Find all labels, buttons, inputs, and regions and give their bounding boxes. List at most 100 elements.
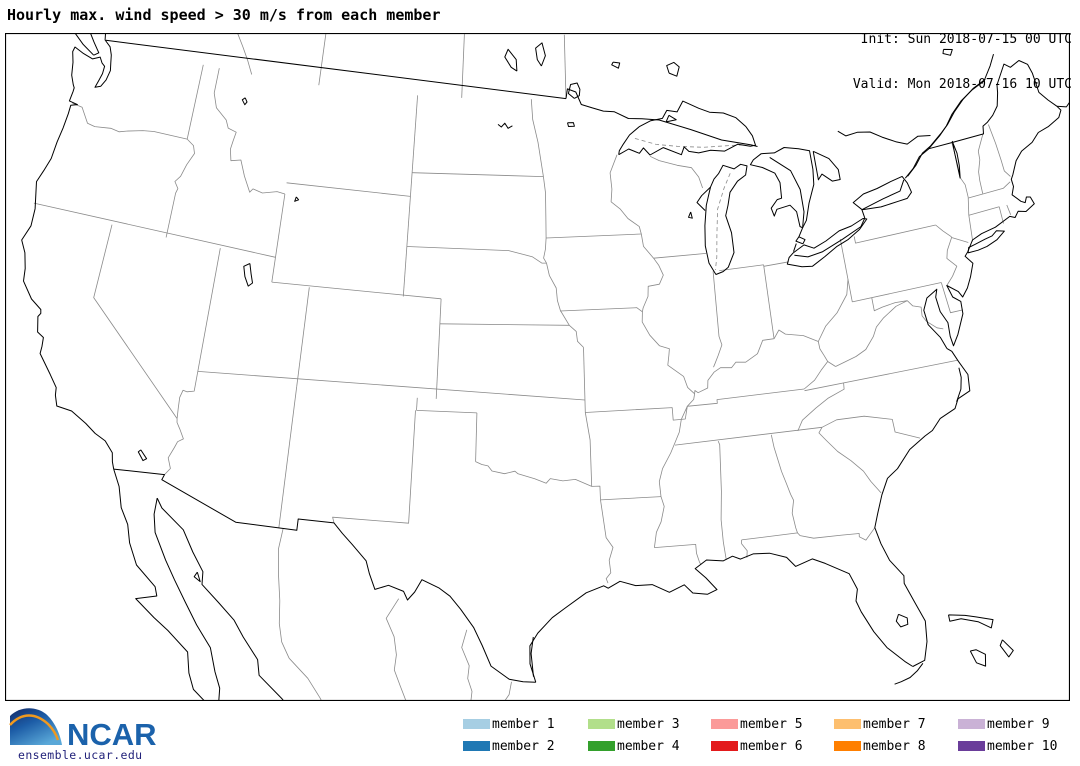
- state-boundary-line: [988, 124, 1011, 177]
- state-boundary-line: [827, 361, 836, 367]
- legend-label: member 7: [863, 716, 926, 732]
- coastline: [948, 614, 994, 629]
- state-boundary-line: [33, 202, 276, 258]
- ncar-swoosh: [10, 708, 62, 745]
- state-boundary-line: [839, 239, 853, 302]
- legend-label: member 10: [987, 738, 1058, 754]
- state-boundary-line: [237, 33, 253, 75]
- lake-boundary-dashed: [715, 173, 731, 271]
- source-url: ensemble.ucar.edu: [18, 748, 143, 762]
- state-boundary-line: [770, 434, 798, 534]
- state-boundary-line: [654, 393, 695, 548]
- coastline: [105, 39, 567, 100]
- state-boundary-line: [940, 282, 963, 314]
- legend-label: member 9: [987, 716, 1050, 732]
- coastline: [243, 263, 253, 287]
- coastline: [665, 114, 677, 123]
- coastline: [294, 196, 300, 202]
- state-boundary-line: [278, 528, 290, 659]
- coastline: [497, 122, 513, 129]
- legend-item: member 6: [711, 739, 803, 754]
- coastline: [567, 82, 581, 99]
- coastline: [852, 175, 912, 211]
- legend-swatch: [463, 719, 490, 729]
- coastline: [241, 97, 248, 106]
- coastline: [113, 468, 221, 701]
- coastline: [21, 33, 115, 470]
- state-boundary-line: [797, 382, 845, 432]
- state-boundary-line: [530, 99, 544, 177]
- state-boundary-line: [296, 287, 310, 387]
- state-boundary-line: [546, 233, 642, 239]
- map-frame: [5, 33, 1070, 701]
- legend-label: member 5: [740, 716, 803, 732]
- state-boundary-line: [332, 410, 416, 524]
- state-boundary-line: [717, 440, 727, 560]
- state-boundary-line: [435, 298, 442, 399]
- legend-label: member 8: [863, 738, 926, 754]
- state-boundary-line: [385, 598, 407, 701]
- state-boundary-line: [475, 461, 592, 487]
- coastline: [861, 209, 866, 219]
- coastline: [967, 230, 1005, 254]
- legend-item: member 7: [834, 716, 926, 732]
- coastline: [535, 42, 546, 67]
- legend-label: member 4: [617, 738, 680, 754]
- state-boundary-line: [93, 224, 178, 419]
- state-boundary-line: [197, 371, 585, 401]
- coastline: [786, 218, 868, 268]
- state-boundary-line: [543, 237, 547, 264]
- state-boundary-line: [835, 300, 908, 367]
- state-boundary-line: [583, 347, 586, 413]
- coastline: [942, 48, 953, 56]
- legend-item: member 8: [834, 738, 926, 754]
- legend-item: member 5: [711, 716, 803, 732]
- coastline: [565, 88, 660, 121]
- state-boundary-line: [609, 154, 695, 395]
- coastline: [923, 105, 1062, 349]
- coastline: [618, 100, 756, 156]
- state-boundary-line: [416, 410, 477, 414]
- coastline: [812, 150, 841, 182]
- coastline: [861, 179, 905, 211]
- state-boundary-line: [559, 307, 643, 313]
- ncar-swoosh-arc: [9, 714, 60, 741]
- state-boundary-line: [967, 197, 970, 216]
- state-boundary-line: [461, 34, 465, 98]
- state-boundary-line: [584, 412, 601, 500]
- coastline: [951, 140, 961, 179]
- state-boundary-line: [763, 261, 789, 267]
- state-boundary-line: [439, 323, 570, 326]
- state-boundary-line: [416, 397, 418, 411]
- state-boundary-line: [688, 388, 805, 407]
- coastline: [696, 186, 711, 211]
- state-boundary-line: [1006, 204, 1012, 215]
- state-boundary-line: [186, 64, 204, 140]
- coastline: [874, 348, 971, 667]
- state-boundary-line: [741, 539, 748, 558]
- coastline: [658, 119, 758, 147]
- legend-swatch: [958, 719, 985, 729]
- state-boundary-line: [271, 281, 442, 300]
- state-boundary-line: [951, 237, 969, 243]
- state-boundary-line: [804, 359, 959, 392]
- coastline: [969, 649, 987, 667]
- legend-swatch: [711, 719, 738, 729]
- state-boundary-line: [585, 405, 689, 421]
- state-boundary-line: [286, 182, 411, 197]
- coastline: [928, 60, 1058, 150]
- legend-swatch: [463, 741, 490, 751]
- state-boundary-line: [654, 544, 702, 565]
- state-boundary-line: [649, 155, 703, 189]
- state-boundary-line: [164, 418, 184, 475]
- state-boundary-line: [176, 371, 199, 419]
- state-boundary-line: [968, 206, 1000, 216]
- coastline: [193, 571, 201, 583]
- state-boundary-line: [475, 412, 478, 462]
- state-boundary-line: [504, 681, 512, 701]
- coastline: [567, 122, 575, 127]
- state-boundary-line: [763, 264, 775, 339]
- coastline: [894, 663, 924, 685]
- legend-swatch: [834, 719, 861, 729]
- state-boundary-line: [402, 95, 418, 297]
